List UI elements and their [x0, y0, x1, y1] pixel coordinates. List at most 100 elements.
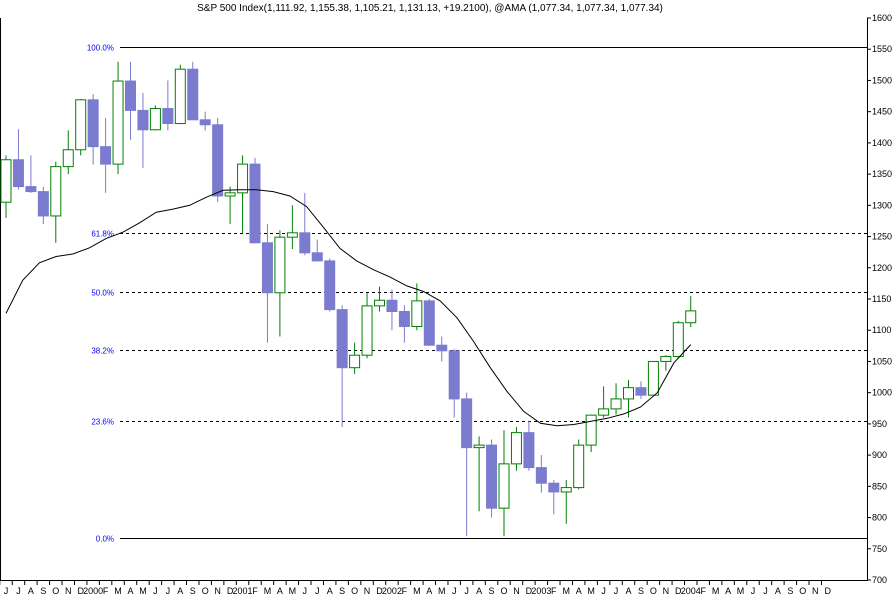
candle	[573, 439, 585, 490]
x-tick-label: J	[16, 586, 21, 596]
x-tick-label: N	[214, 586, 221, 596]
y-tick-label: 950	[872, 419, 887, 429]
fib-level-label: 0.0%	[96, 535, 114, 544]
x-tick-label: J	[166, 586, 171, 596]
candle-body-up	[598, 408, 610, 416]
candle	[685, 295, 697, 328]
candle	[75, 99, 87, 156]
candle-body-down	[299, 232, 311, 254]
y-tick-label: 850	[872, 481, 887, 491]
x-tick-label: J	[614, 586, 619, 596]
x-tick-label: A	[476, 586, 482, 596]
candle	[660, 355, 672, 371]
x-axis: J J A S O N D 2000 F M A M J J A S O N D 2001 F M A M J J A S O N D 200…	[0, 580, 831, 596]
candle	[261, 224, 273, 343]
candle	[311, 239, 323, 262]
x-tick-label: 2001	[233, 586, 253, 596]
candle	[510, 427, 522, 471]
x-tick-label: O	[799, 586, 806, 596]
y-tick-label: 1350	[872, 169, 892, 179]
candle	[37, 186, 49, 225]
candle-body-up	[647, 360, 659, 396]
x-tick-label: A	[327, 586, 333, 596]
x-tick-label: O	[650, 586, 657, 596]
x-tick-label: O	[351, 586, 358, 596]
candle-body-down	[423, 300, 435, 346]
candle-body-down	[448, 350, 460, 400]
x-tick-label: J	[4, 586, 9, 596]
x-tick-label: S	[638, 586, 644, 596]
candle-body-up	[610, 398, 622, 410]
x-tick-label: N	[513, 586, 520, 596]
candle	[486, 439, 498, 518]
x-tick-label: J	[315, 586, 320, 596]
x-tick-label: S	[489, 586, 495, 596]
candle	[461, 392, 473, 537]
candle	[87, 94, 99, 165]
y-tick-label: 1050	[872, 356, 892, 366]
y-tick-label: 1600	[872, 13, 892, 23]
candle-body-down	[137, 109, 149, 131]
x-tick-label: O	[52, 586, 59, 596]
candle-body-up	[224, 192, 236, 197]
candle-body-down	[461, 398, 473, 449]
candle-body-down	[12, 159, 24, 188]
candle-body-up	[374, 299, 385, 307]
candle-body-down	[199, 119, 211, 126]
x-tick-label: A	[177, 586, 183, 596]
y-tick-label: 1150	[872, 294, 891, 304]
candle-body-down	[548, 482, 560, 493]
x-tick-label: J	[601, 586, 606, 596]
candle	[149, 105, 161, 131]
candle-body-up	[573, 444, 585, 489]
x-tick-label: D	[526, 586, 533, 596]
candle-body-down	[261, 242, 273, 294]
candle	[598, 386, 610, 418]
x-tick-label: A	[277, 586, 283, 596]
candle	[535, 455, 547, 493]
candle	[162, 80, 174, 131]
candle-body-down	[249, 163, 261, 244]
candle-body-down	[324, 260, 336, 311]
candle-body-up	[672, 322, 684, 357]
candle	[336, 305, 348, 428]
x-tick-label: N	[663, 586, 670, 596]
y-tick-label: 1450	[872, 107, 892, 117]
y-tick-label: 1100	[872, 325, 891, 335]
candle	[349, 342, 361, 374]
y-tick-label: 1000	[872, 388, 892, 398]
candle	[324, 258, 336, 312]
x-tick-label: S	[40, 586, 46, 596]
candle	[299, 192, 311, 256]
x-tick-label: F	[402, 586, 408, 596]
x-tick-label: 2003	[531, 586, 551, 596]
candle	[25, 155, 37, 193]
x-tick-label: M	[587, 586, 595, 596]
candle-body-up	[75, 99, 87, 151]
x-tick-label: 2004	[681, 586, 701, 596]
candle-body-down	[162, 108, 174, 125]
x-tick-label: A	[28, 586, 34, 596]
fib-level-label: 23.6%	[91, 418, 114, 427]
x-tick-label: J	[751, 586, 756, 596]
x-tick-label: N	[65, 586, 72, 596]
x-tick-label: M	[737, 586, 745, 596]
candle	[635, 381, 647, 399]
fib-level-label: 50.0%	[91, 289, 114, 298]
x-tick-label: D	[77, 586, 84, 596]
y-tick-label: 1250	[872, 232, 892, 242]
candle-body-down	[212, 124, 224, 197]
x-tick-label: S	[787, 586, 793, 596]
y-tick-label: 1200	[872, 263, 892, 273]
x-tick-label: D	[824, 586, 831, 596]
candle-body-up	[411, 300, 423, 327]
x-tick-label: M	[114, 586, 122, 596]
candle-body-down	[187, 68, 199, 121]
x-tick-label: M	[139, 586, 147, 596]
candle	[125, 61, 136, 140]
candle	[548, 480, 560, 515]
x-tick-label: F	[551, 586, 557, 596]
candle-body-up	[473, 444, 485, 449]
x-tick-label: M	[264, 586, 272, 596]
x-tick-label: O	[500, 586, 507, 596]
